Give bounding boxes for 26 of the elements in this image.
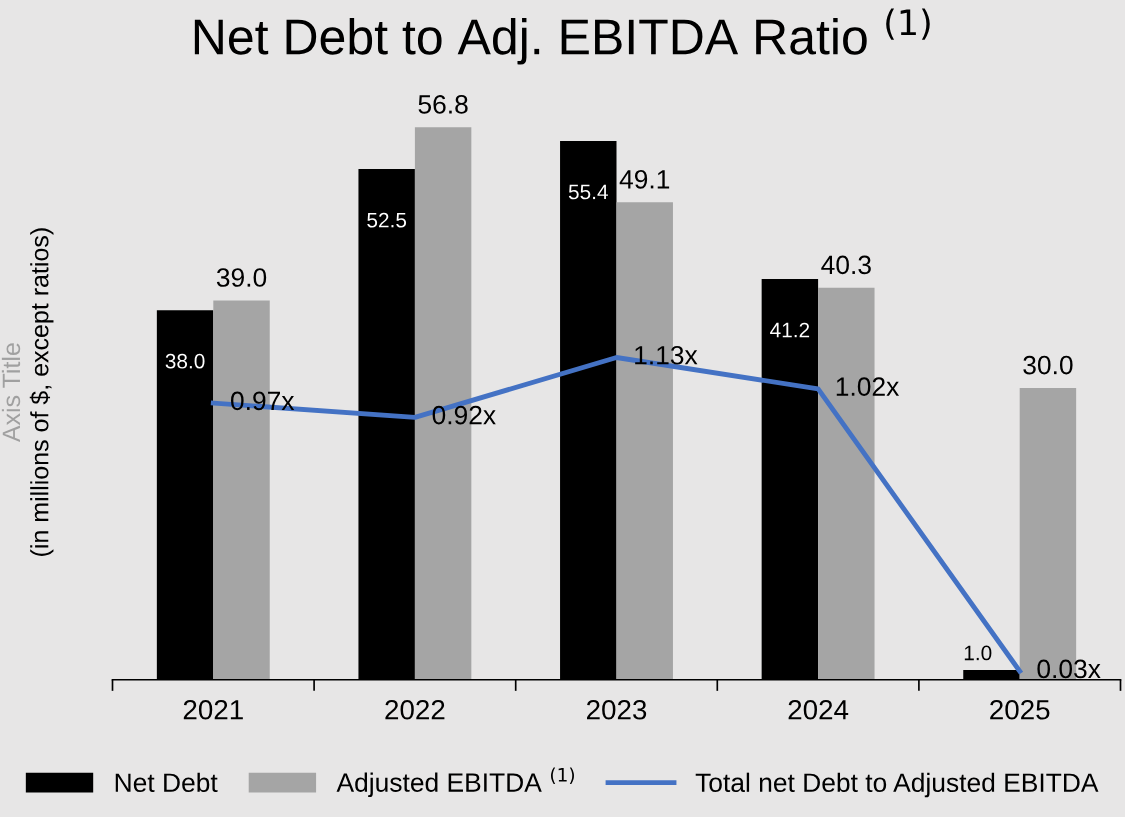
x-tick-label: 2022	[385, 699, 445, 720]
y-axis-title: (in millions of $, except ratios)	[29, 228, 54, 556]
x-tick-label: 2025	[990, 699, 1050, 720]
x-tick-label: 2023	[587, 699, 647, 720]
data-label: 1.02x	[836, 377, 900, 396]
data-label: 55.4	[568, 184, 608, 200]
legend-label: Total net Debt to Adjusted EBITDA	[695, 772, 1099, 798]
legend-label: Net Debt	[115, 772, 218, 793]
chart-title: Net Debt to Adj. EBITDA Ratio $^{(1)}$	[194, 8, 930, 65]
data-label: 1.13x	[635, 345, 698, 365]
text: Axis Title	[1, 343, 21, 443]
data-label: 0.92x	[432, 405, 496, 425]
data-label: 40.3	[821, 255, 871, 275]
x-tick-label: 2021	[183, 699, 243, 720]
data-label: 0.97x	[231, 391, 295, 411]
data-label: 1.0	[964, 645, 992, 661]
data-label: 39.0	[216, 268, 267, 287]
data-label: 0.03x	[1037, 659, 1101, 679]
legend-label: Adjusted EBITDA $^{(1)}$	[336, 767, 574, 798]
data-label: 30.0	[1023, 355, 1073, 375]
data-label: 38.0	[165, 353, 205, 369]
x-tick-label: 2024	[788, 699, 849, 720]
data-label: 52.5	[367, 212, 407, 228]
data-label: 41.2	[770, 322, 810, 338]
data-label: 56.8	[418, 95, 468, 114]
data-label: 49.1	[619, 169, 670, 189]
